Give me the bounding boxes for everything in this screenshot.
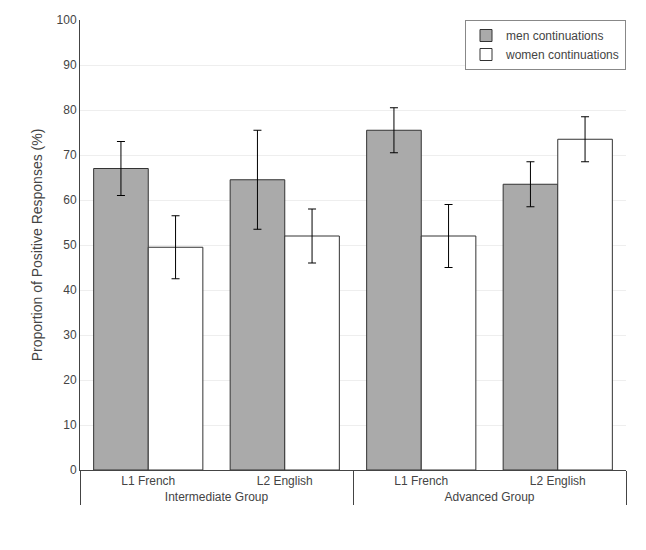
svg-text:Proportion of Positive Respons: Proportion of Positive Responses (%) — [29, 129, 45, 362]
svg-text:Advanced Group: Advanced Group — [444, 490, 534, 504]
svg-text:L1 French: L1 French — [121, 474, 175, 488]
svg-text:10: 10 — [63, 418, 77, 432]
svg-text:20: 20 — [63, 373, 77, 387]
svg-text:L1 French: L1 French — [394, 474, 448, 488]
svg-text:40: 40 — [63, 283, 77, 297]
svg-text:60: 60 — [63, 193, 77, 207]
svg-text:Intermediate Group: Intermediate Group — [165, 490, 269, 504]
svg-text:70: 70 — [63, 148, 77, 162]
svg-text:80: 80 — [63, 103, 77, 117]
svg-text:women continuations: women continuations — [505, 48, 619, 62]
svg-text:L2 English: L2 English — [530, 474, 586, 488]
svg-text:L2 English: L2 English — [257, 474, 313, 488]
svg-text:0: 0 — [70, 463, 77, 477]
svg-text:30: 30 — [63, 328, 77, 342]
svg-text:100: 100 — [57, 13, 77, 27]
svg-text:90: 90 — [63, 58, 77, 72]
svg-text:men continuations: men continuations — [506, 29, 603, 43]
svg-text:50: 50 — [63, 238, 77, 252]
